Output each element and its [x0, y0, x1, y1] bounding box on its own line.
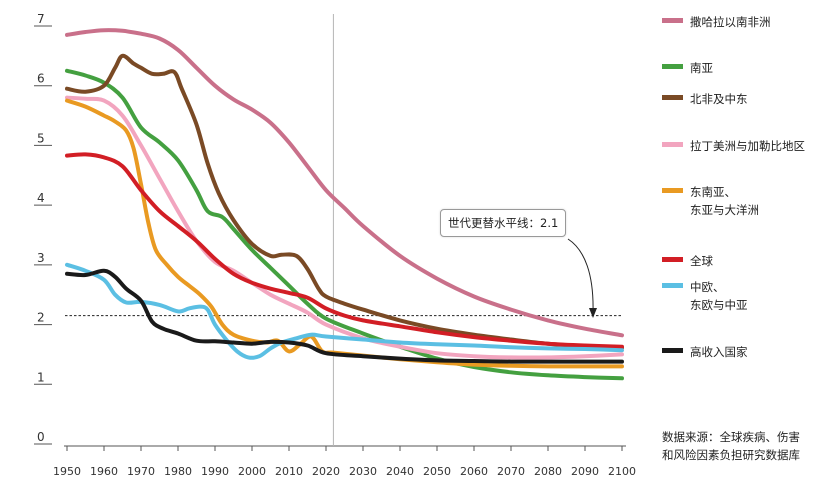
legend-swatch [662, 283, 683, 288]
legend-swatch [662, 95, 683, 100]
x-tick-label: 2080 [534, 465, 562, 478]
y-tick-label: 6 [37, 72, 45, 86]
x-tick-label: 1950 [53, 465, 81, 478]
x-tick-label: 2070 [497, 465, 525, 478]
y-tick-label: 3 [37, 251, 45, 265]
x-tick-label: 1970 [127, 465, 155, 478]
legend-item: 全球 [662, 252, 713, 270]
y-tick-label: 4 [37, 191, 45, 205]
x-tick-label: 2090 [571, 465, 599, 478]
legend-swatch [662, 348, 683, 353]
series-line [65, 262, 624, 360]
legend-swatch [662, 142, 683, 147]
legend-item: 北非及中东 [662, 90, 748, 108]
legend-item: 高收入国家 [662, 343, 748, 361]
x-tick-label: 2050 [423, 465, 451, 478]
legend-item: 东南亚、 东亚与大洋洲 [662, 183, 759, 219]
x-tick-label: 2030 [349, 465, 377, 478]
x-tick-label: 1990 [201, 465, 229, 478]
legend-label: 撒哈拉以南非洲 [690, 15, 771, 29]
series-line [65, 152, 624, 349]
series-line [65, 53, 624, 350]
legend-swatch [662, 64, 683, 69]
series-line [65, 28, 624, 338]
legend-item: 南亚 [662, 59, 713, 77]
legend-label: 东南亚、 东亚与大洋洲 [690, 185, 759, 217]
legend-label: 中欧、 东欧与中亚 [690, 280, 748, 312]
legend-item: 撒哈拉以南非洲 [662, 13, 771, 31]
legend-item: 中欧、 东欧与中亚 [662, 278, 748, 314]
x-tick-label: 1980 [164, 465, 192, 478]
callout-arrowhead [589, 308, 597, 318]
y-tick-label: 2 [37, 311, 45, 325]
source-note: 数据来源：全球疾病、伤害 和风险因素负担研究数据库 [662, 430, 800, 462]
legend-label: 北非及中东 [690, 92, 748, 106]
legend-swatch [662, 188, 683, 193]
x-tick-label: 2000 [238, 465, 266, 478]
y-tick-label: 5 [37, 131, 45, 145]
legend-label: 南亚 [690, 61, 713, 75]
x-tick-label: 2060 [460, 465, 488, 478]
x-tick-label: 2100 [608, 465, 636, 478]
replacement-level-callout: 世代更替水平线：2.1 [440, 209, 567, 237]
legend-item: 拉丁美洲与加勒比地区 [662, 137, 805, 155]
callout-arrow [567, 238, 594, 314]
legend-label: 全球 [690, 254, 713, 268]
y-tick-label: 0 [37, 430, 45, 444]
x-tick-label: 2040 [386, 465, 414, 478]
x-tick-label: 1960 [90, 465, 118, 478]
x-tick-label: 2020 [312, 465, 340, 478]
x-tick-label: 2010 [275, 465, 303, 478]
series-line [65, 268, 624, 364]
series-line [65, 68, 624, 381]
legend-swatch [662, 18, 683, 23]
legend-label: 拉丁美洲与加勒比地区 [690, 139, 805, 153]
legend-label: 高收入国家 [690, 345, 748, 359]
y-tick-label: 1 [37, 370, 45, 384]
series-line [65, 95, 624, 360]
legend-swatch [662, 257, 683, 262]
y-tick-label: 7 [37, 12, 45, 26]
